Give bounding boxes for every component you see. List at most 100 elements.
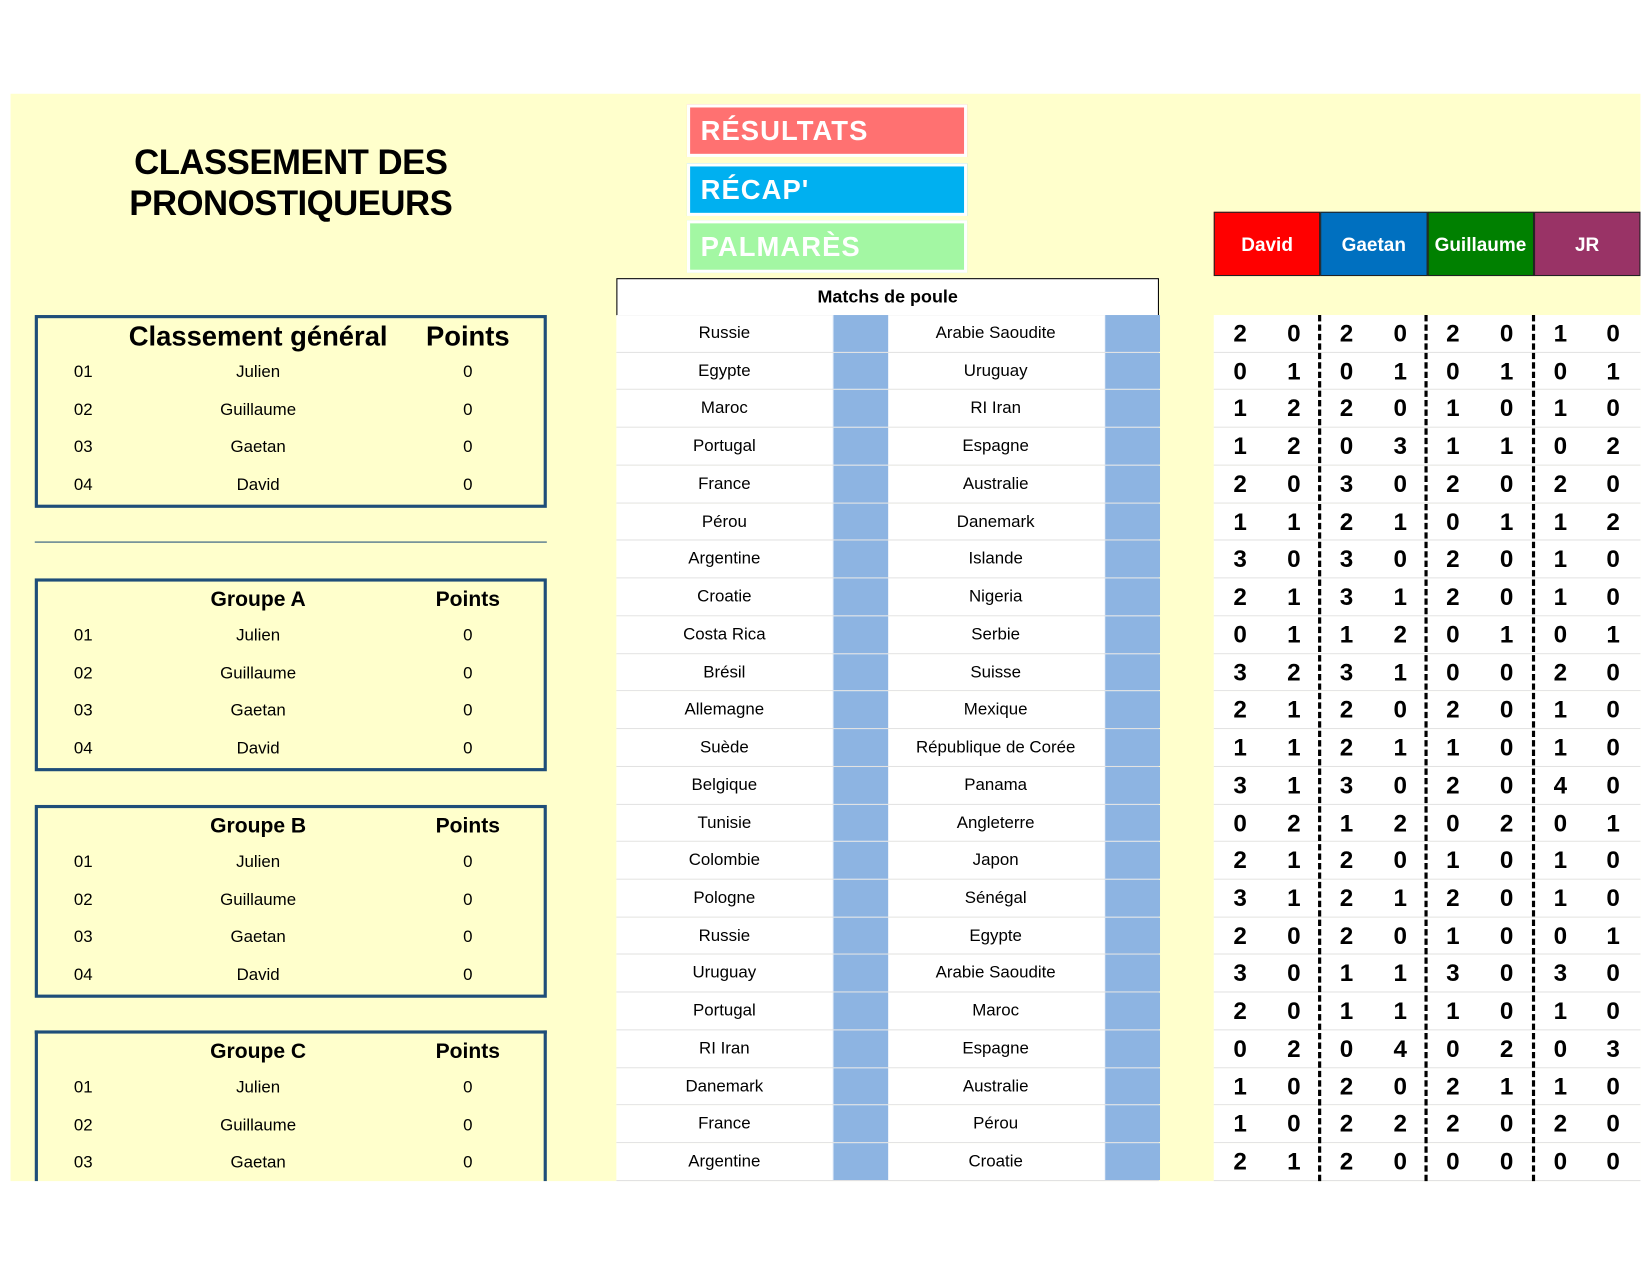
home-prediction-gaetan[interactable]: 3	[1339, 771, 1354, 799]
away-prediction-jr[interactable]: 0	[1606, 771, 1620, 799]
home-prediction-gaetan[interactable]: 2	[1339, 1109, 1354, 1138]
away-prediction-david[interactable]: 0	[1287, 319, 1301, 347]
home-prediction-guillaume[interactable]: 1	[1446, 846, 1460, 874]
home-prediction-guillaume[interactable]: 0	[1446, 1147, 1460, 1175]
away-prediction-gaetan[interactable]: 2	[1393, 1109, 1407, 1138]
home-prediction-gaetan[interactable]: 2	[1339, 507, 1354, 535]
away-score-cell[interactable]	[1104, 842, 1161, 879]
away-score-cell[interactable]	[1104, 427, 1161, 465]
home-prediction-david[interactable]: 0	[1233, 1034, 1247, 1062]
away-prediction-david[interactable]: 2	[1287, 658, 1301, 686]
home-prediction-gaetan[interactable]: 3	[1339, 469, 1354, 498]
home-prediction-guillaume[interactable]: 0	[1446, 356, 1460, 385]
away-prediction-jr[interactable]: 0	[1606, 996, 1620, 1025]
home-prediction-guillaume[interactable]: 1	[1446, 394, 1460, 422]
away-prediction-gaetan[interactable]: 1	[1393, 356, 1407, 385]
away-prediction-david[interactable]: 0	[1287, 996, 1301, 1025]
away-prediction-jr[interactable]: 1	[1606, 620, 1620, 648]
away-prediction-david[interactable]: 0	[1287, 545, 1301, 573]
home-prediction-guillaume[interactable]: 1	[1446, 996, 1460, 1025]
away-prediction-guillaume[interactable]: 0	[1499, 469, 1514, 498]
home-prediction-jr[interactable]: 0	[1553, 432, 1568, 460]
home-prediction-jr[interactable]: 0	[1553, 808, 1568, 837]
away-prediction-david[interactable]: 0	[1287, 469, 1301, 498]
away-prediction-jr[interactable]: 2	[1606, 507, 1620, 535]
away-prediction-gaetan[interactable]: 0	[1393, 921, 1407, 950]
home-prediction-david[interactable]: 3	[1233, 771, 1247, 799]
away-prediction-gaetan[interactable]: 2	[1393, 620, 1407, 648]
away-prediction-gaetan[interactable]: 4	[1393, 1034, 1407, 1062]
palmares-button[interactable]: PALMARÈS	[686, 220, 968, 273]
away-prediction-gaetan[interactable]: 1	[1393, 733, 1407, 761]
home-prediction-jr[interactable]: 0	[1553, 1034, 1568, 1062]
home-prediction-jr[interactable]: 0	[1553, 620, 1568, 648]
away-prediction-jr[interactable]: 0	[1606, 1147, 1620, 1175]
home-prediction-david[interactable]: 2	[1233, 996, 1247, 1025]
away-prediction-david[interactable]: 1	[1287, 695, 1301, 724]
away-prediction-guillaume[interactable]: 1	[1499, 1072, 1514, 1100]
away-prediction-gaetan[interactable]: 0	[1393, 1147, 1407, 1175]
home-prediction-guillaume[interactable]: 3	[1446, 959, 1460, 987]
away-prediction-david[interactable]: 0	[1287, 921, 1301, 950]
home-prediction-jr[interactable]: 1	[1553, 582, 1568, 611]
away-prediction-guillaume[interactable]: 0	[1499, 996, 1514, 1025]
away-prediction-david[interactable]: 2	[1287, 394, 1301, 422]
home-prediction-david[interactable]: 2	[1233, 469, 1247, 498]
home-prediction-gaetan[interactable]: 2	[1339, 733, 1354, 761]
away-score-cell[interactable]	[1104, 879, 1161, 917]
away-score-cell[interactable]	[1104, 465, 1161, 503]
away-prediction-guillaume[interactable]: 2	[1499, 808, 1514, 837]
home-score-cell[interactable]	[832, 1030, 889, 1067]
away-prediction-david[interactable]: 0	[1287, 1072, 1301, 1100]
away-prediction-guillaume[interactable]: 0	[1499, 695, 1514, 724]
home-prediction-gaetan[interactable]: 0	[1339, 432, 1354, 460]
away-prediction-gaetan[interactable]: 0	[1393, 771, 1407, 799]
away-prediction-david[interactable]: 2	[1287, 1034, 1301, 1062]
away-prediction-jr[interactable]: 1	[1606, 921, 1620, 950]
home-prediction-guillaume[interactable]: 2	[1446, 545, 1460, 573]
home-score-cell[interactable]	[832, 842, 889, 879]
away-score-cell[interactable]	[1104, 503, 1161, 540]
home-prediction-david[interactable]: 2	[1233, 695, 1247, 724]
home-prediction-gaetan[interactable]: 3	[1339, 658, 1354, 686]
away-score-cell[interactable]	[1104, 804, 1161, 842]
away-prediction-david[interactable]: 1	[1287, 507, 1301, 535]
home-prediction-jr[interactable]: 0	[1553, 356, 1568, 385]
home-prediction-guillaume[interactable]: 2	[1446, 1072, 1460, 1100]
home-prediction-david[interactable]: 3	[1233, 658, 1247, 686]
away-prediction-david[interactable]: 1	[1287, 356, 1301, 385]
home-prediction-jr[interactable]: 4	[1553, 771, 1568, 799]
away-prediction-guillaume[interactable]: 0	[1499, 959, 1514, 987]
home-score-cell[interactable]	[832, 804, 889, 842]
home-prediction-jr[interactable]: 0	[1553, 1147, 1568, 1175]
away-prediction-jr[interactable]: 0	[1606, 1072, 1620, 1100]
away-score-cell[interactable]	[1104, 766, 1161, 804]
away-prediction-jr[interactable]: 0	[1606, 959, 1620, 987]
home-prediction-david[interactable]: 2	[1233, 582, 1247, 611]
home-prediction-gaetan[interactable]: 3	[1339, 545, 1354, 573]
away-prediction-gaetan[interactable]: 2	[1393, 808, 1407, 837]
away-prediction-gaetan[interactable]: 0	[1393, 846, 1407, 874]
home-prediction-jr[interactable]: 1	[1553, 883, 1568, 912]
home-prediction-david[interactable]: 0	[1233, 356, 1247, 385]
home-prediction-guillaume[interactable]: 0	[1446, 507, 1460, 535]
home-prediction-gaetan[interactable]: 2	[1339, 319, 1354, 347]
home-prediction-gaetan[interactable]: 2	[1339, 394, 1354, 422]
away-prediction-jr[interactable]: 0	[1606, 582, 1620, 611]
away-score-cell[interactable]	[1104, 1030, 1161, 1067]
home-prediction-david[interactable]: 1	[1233, 733, 1247, 761]
home-prediction-guillaume[interactable]: 2	[1446, 1109, 1460, 1138]
home-prediction-david[interactable]: 1	[1233, 1072, 1247, 1100]
away-prediction-guillaume[interactable]: 1	[1499, 507, 1514, 535]
home-prediction-jr[interactable]: 2	[1553, 469, 1568, 498]
away-prediction-jr[interactable]: 0	[1606, 545, 1620, 573]
away-prediction-gaetan[interactable]: 1	[1393, 507, 1407, 535]
home-prediction-guillaume[interactable]: 2	[1446, 771, 1460, 799]
home-prediction-gaetan[interactable]: 2	[1339, 883, 1354, 912]
away-score-cell[interactable]	[1104, 540, 1161, 578]
away-prediction-gaetan[interactable]: 0	[1393, 545, 1407, 573]
home-prediction-gaetan[interactable]: 0	[1339, 1034, 1354, 1062]
away-prediction-david[interactable]: 0	[1287, 1109, 1301, 1138]
away-score-cell[interactable]	[1104, 653, 1161, 691]
away-prediction-guillaume[interactable]: 1	[1499, 620, 1514, 648]
